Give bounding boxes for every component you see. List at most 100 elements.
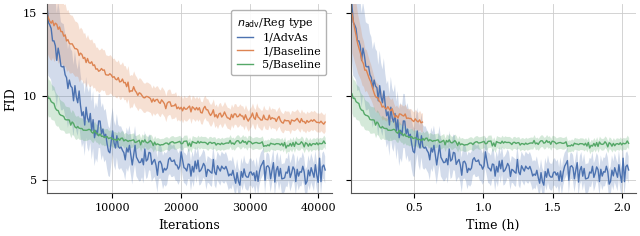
1/Baseline <box>391 116 399 119</box>
Legend: 1/AdvAs, 1/Baseline, 5/Baseline: 1/AdvAs, 1/Baseline, 5/Baseline <box>231 10 326 75</box>
5/Baseline <box>625 142 632 145</box>
1/Baseline <box>364 73 372 76</box>
1/Baseline <box>372 96 380 99</box>
1/AdvAs <box>43 3 51 6</box>
1/Baseline <box>361 69 369 72</box>
1/Baseline <box>399 114 406 117</box>
1/Baseline <box>117 80 125 83</box>
1/Baseline <box>407 117 415 120</box>
1/Baseline <box>387 110 395 112</box>
1/Baseline <box>388 107 396 110</box>
1/AdvAs <box>308 171 316 174</box>
1/Baseline <box>413 119 420 122</box>
5/Baseline <box>95 134 102 137</box>
1/Baseline <box>371 94 379 97</box>
1/Baseline <box>385 108 393 111</box>
5/Baseline <box>612 143 620 145</box>
1/Baseline <box>390 113 397 115</box>
Line: 1/Baseline: 1/Baseline <box>47 13 325 124</box>
Y-axis label: FID: FID <box>4 87 17 111</box>
1/Baseline <box>321 121 329 123</box>
1/Baseline <box>349 20 357 22</box>
1/Baseline <box>403 117 410 120</box>
1/Baseline <box>397 113 404 116</box>
1/AdvAs <box>299 165 307 168</box>
1/Baseline <box>377 101 385 104</box>
5/Baseline <box>43 92 51 95</box>
1/Baseline <box>60 35 68 38</box>
5/Baseline <box>365 115 372 118</box>
X-axis label: Iterations: Iterations <box>159 219 220 232</box>
1/Baseline <box>95 70 102 73</box>
5/Baseline <box>54 109 62 112</box>
1/AdvAs <box>236 184 244 187</box>
1/AdvAs <box>612 171 620 174</box>
1/Baseline <box>408 119 416 122</box>
1/Baseline <box>384 105 392 108</box>
1/Baseline <box>381 107 389 110</box>
5/Baseline <box>308 143 316 145</box>
1/Baseline <box>308 120 316 123</box>
1/Baseline <box>393 114 401 117</box>
Line: 1/AdvAs: 1/AdvAs <box>352 4 628 185</box>
1/Baseline <box>406 117 413 120</box>
5/Baseline <box>586 147 593 149</box>
1/Baseline <box>368 85 376 88</box>
1/Baseline <box>414 121 422 123</box>
1/Baseline <box>360 62 367 65</box>
1/Baseline <box>353 34 360 37</box>
1/AdvAs <box>54 47 62 50</box>
1/AdvAs <box>60 65 68 68</box>
1/Baseline <box>394 117 402 119</box>
1/Baseline <box>299 120 307 123</box>
5/Baseline <box>321 142 329 145</box>
1/AdvAs <box>359 47 367 50</box>
1/AdvAs <box>348 3 356 6</box>
1/Baseline <box>419 121 426 123</box>
1/AdvAs <box>422 146 429 148</box>
1/Baseline <box>376 100 383 103</box>
5/Baseline <box>348 92 356 95</box>
1/Baseline <box>374 96 381 99</box>
5/Baseline <box>60 115 68 118</box>
1/AdvAs <box>321 169 329 171</box>
1/AdvAs <box>117 146 125 148</box>
1/Baseline <box>356 52 364 55</box>
1/AdvAs <box>625 169 632 171</box>
5/Baseline <box>282 147 290 149</box>
1/Baseline <box>400 115 408 118</box>
Line: 1/Baseline: 1/Baseline <box>352 13 422 123</box>
1/Baseline <box>401 113 409 115</box>
X-axis label: Time (h): Time (h) <box>467 219 520 232</box>
5/Baseline <box>299 142 307 145</box>
1/AdvAs <box>399 119 407 122</box>
1/Baseline <box>355 47 363 50</box>
5/Baseline <box>602 142 610 145</box>
5/Baseline <box>399 134 407 137</box>
1/Baseline <box>417 122 425 124</box>
1/AdvAs <box>365 65 372 68</box>
1/Baseline <box>354 42 362 45</box>
1/Baseline <box>383 108 390 110</box>
Line: 5/Baseline: 5/Baseline <box>47 94 325 148</box>
1/AdvAs <box>602 165 610 168</box>
1/Baseline <box>54 28 62 31</box>
1/Baseline <box>362 69 370 72</box>
5/Baseline <box>422 137 429 140</box>
1/Baseline <box>365 77 373 80</box>
Line: 1/AdvAs: 1/AdvAs <box>47 4 325 185</box>
1/Baseline <box>286 123 294 126</box>
1/Baseline <box>404 117 412 119</box>
1/Baseline <box>43 12 51 15</box>
1/Baseline <box>412 118 419 120</box>
1/Baseline <box>358 59 366 62</box>
1/Baseline <box>378 106 386 109</box>
1/AdvAs <box>95 119 102 122</box>
1/Baseline <box>396 113 403 115</box>
1/Baseline <box>348 12 356 15</box>
1/Baseline <box>416 118 424 121</box>
1/Baseline <box>410 120 418 123</box>
1/AdvAs <box>540 184 548 187</box>
1/Baseline <box>367 80 374 83</box>
1/Baseline <box>380 105 387 108</box>
